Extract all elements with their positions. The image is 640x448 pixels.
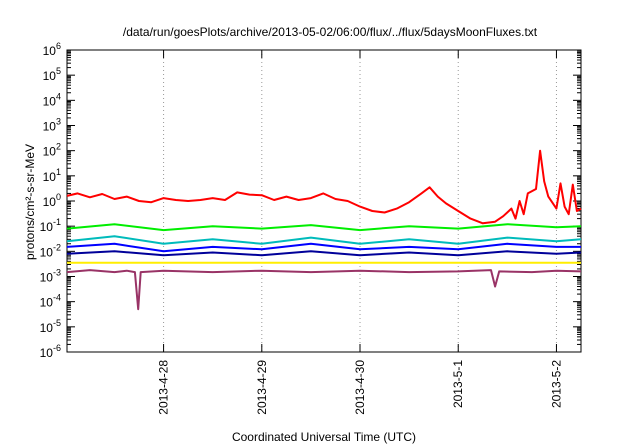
x-axis: 2013-4-28 2013-4-29 2013-4-30 2013-5-1 2013-… [157, 50, 563, 415]
series-line-5 [66, 250, 582, 257]
y-tick-exponent: 2 [56, 142, 61, 152]
y-tick-label: 103 [43, 117, 61, 134]
y-tick-exponent: 6 [56, 41, 61, 51]
y-axis-label-text: protons/cm²-s-sr-MeV [23, 144, 37, 260]
y-tick-base: 10 [40, 321, 54, 335]
series-line-4 [66, 242, 581, 253]
y-tick-base: 10 [43, 195, 57, 209]
y-tick-label: 10-2 [40, 242, 61, 259]
y-tick-base: 10 [43, 120, 57, 134]
y-tick-label: 101 [43, 167, 61, 184]
y-tick-exponent: -2 [53, 242, 61, 252]
y-tick-base: 10 [43, 44, 57, 58]
x-tick-label: 2013-5-2 [549, 360, 563, 408]
x-tick-label: 2013-4-29 [255, 360, 269, 415]
y-tick-label: 102 [43, 142, 61, 159]
grid [163, 50, 557, 352]
y-tick-exponent: 4 [56, 91, 61, 101]
y-tick-base: 10 [43, 69, 57, 83]
y-tick-exponent: -4 [53, 293, 61, 303]
y-tick-base: 10 [40, 271, 54, 285]
y-tick-exponent: 3 [56, 117, 61, 127]
y-axis-label: protons/cm²-s-sr-MeV [23, 144, 37, 260]
y-tick-exponent: -5 [53, 318, 61, 328]
y-tick-label: 10-3 [40, 268, 61, 285]
y-tick-base: 10 [43, 170, 57, 184]
y-tick-label: 105 [43, 66, 61, 83]
y-tick-exponent: -1 [53, 217, 61, 227]
y-tick-base: 10 [40, 296, 54, 310]
y-tick-base: 10 [43, 145, 57, 159]
y-tick-exponent: 0 [56, 192, 61, 202]
x-tick-label: 2013-4-28 [157, 360, 171, 415]
y-tick-exponent: 5 [56, 66, 61, 76]
y-tick-base: 10 [40, 346, 54, 360]
y-tick-exponent: 1 [56, 167, 61, 177]
y-tick-exponent: -3 [53, 268, 61, 278]
y-tick-label: 10-6 [40, 343, 61, 360]
y-tick-base: 10 [40, 220, 54, 234]
series-group [66, 149, 582, 311]
y-tick-label: 10-1 [40, 217, 61, 234]
series-line-1 [66, 149, 582, 225]
y-tick-label: 104 [43, 91, 61, 108]
y-tick-label: 106 [43, 41, 61, 58]
chart-title: /data/run/goesPlots/archive/2013-05-02/0… [123, 25, 538, 39]
series-line-7 [66, 269, 582, 311]
series-line-2 [66, 223, 582, 232]
x-tick-label: 2013-4-30 [353, 360, 367, 415]
y-axis: 10-610-510-410-310-210-11001011021031041… [40, 41, 581, 360]
y-tick-base: 10 [40, 245, 54, 259]
y-tick-exponent: -6 [53, 343, 61, 353]
x-axis-label: Coordinated Universal Time (UTC) [232, 430, 416, 444]
y-tick-label: 10-5 [40, 318, 61, 335]
y-tick-base: 10 [43, 94, 57, 108]
y-tick-label: 10-4 [40, 293, 61, 310]
x-tick-label: 2013-5-1 [451, 360, 465, 408]
series-line-3 [66, 235, 582, 245]
y-tick-label: 100 [43, 192, 61, 209]
